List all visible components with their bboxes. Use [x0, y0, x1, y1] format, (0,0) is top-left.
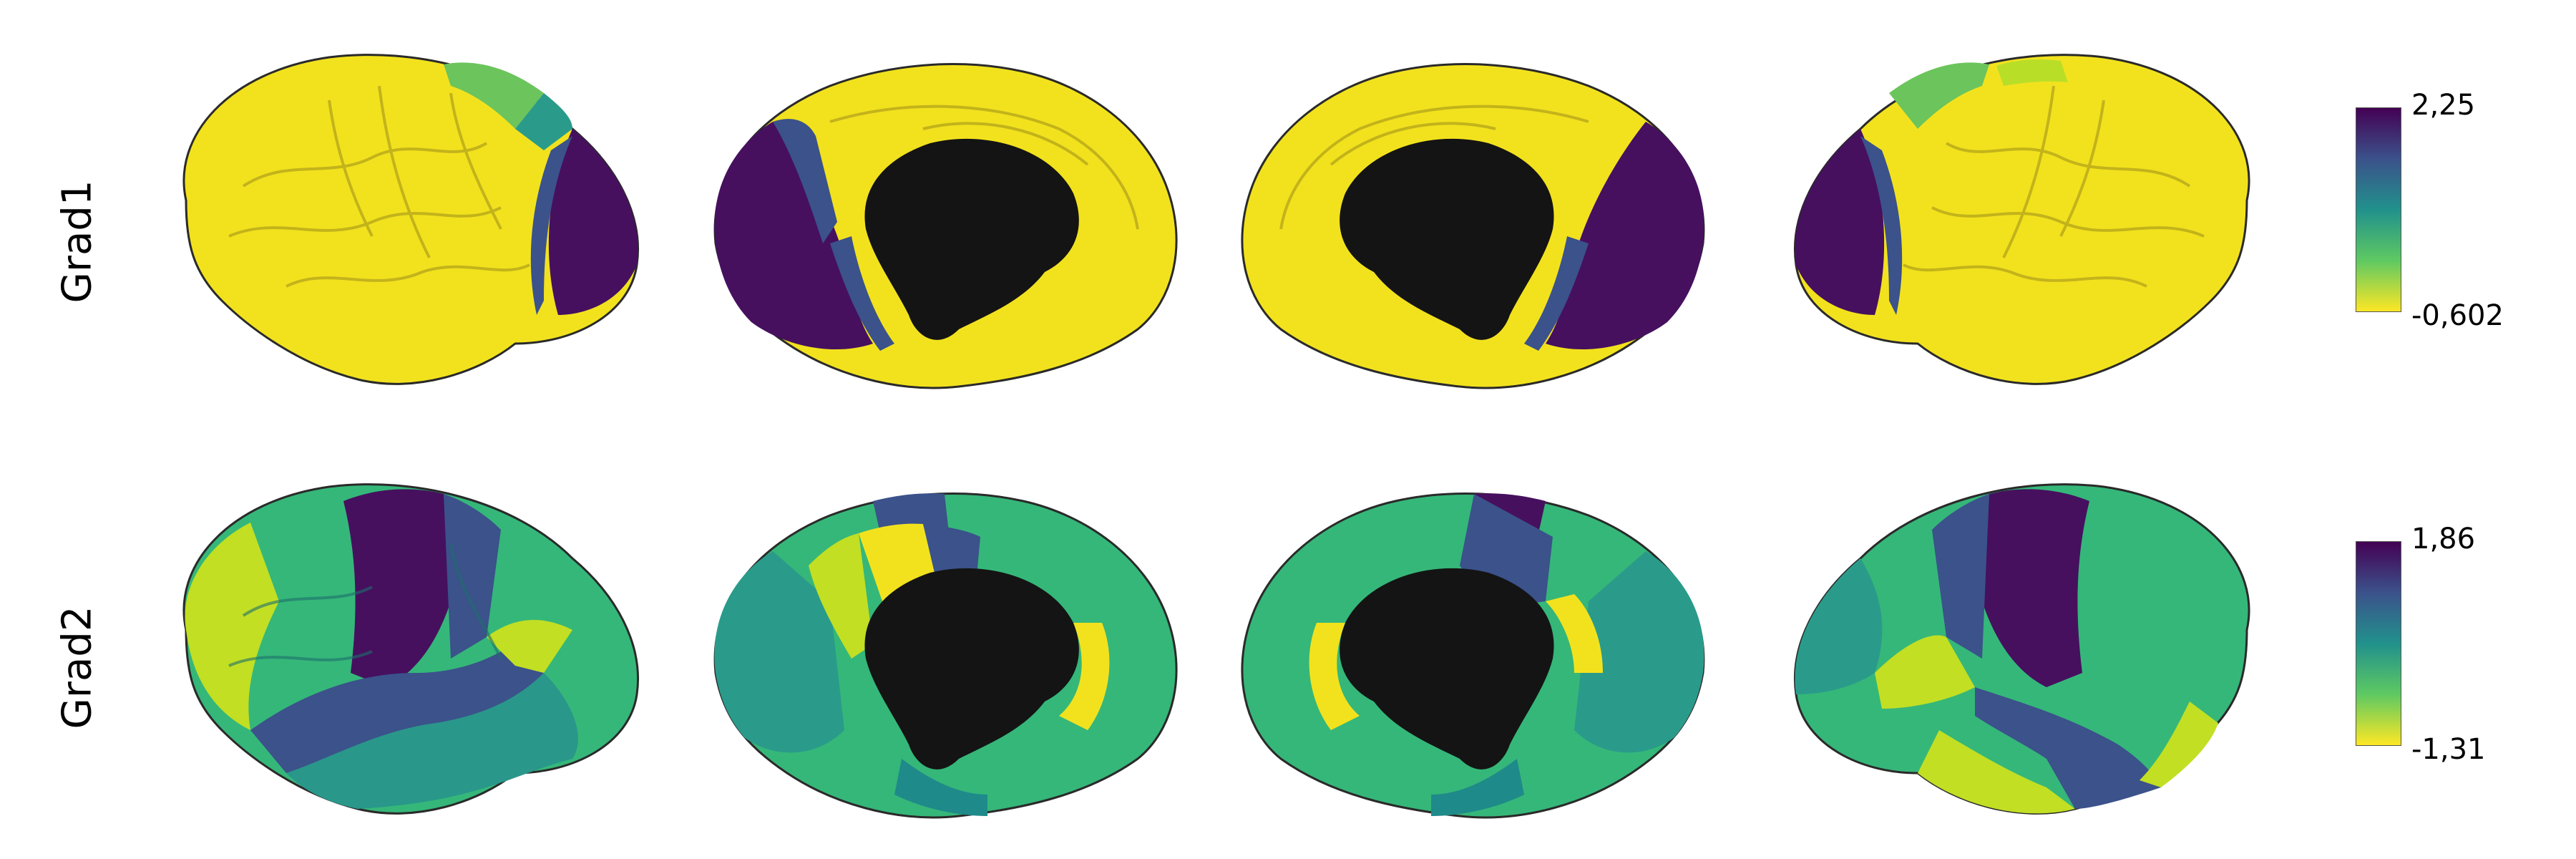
grad2-colorbar-max-label: 1,86 [2411, 523, 2476, 555]
grad2-colorbar-min-label: -1,31 [2411, 733, 2486, 766]
grad1-colorbar-max-label: 2,25 [2411, 89, 2476, 122]
grad1-colorbar-min-label: -0,602 [2411, 299, 2504, 332]
grad2-right-medial-brain [1241, 492, 1705, 819]
grad2-colorbar [2356, 541, 2401, 746]
row-label-grad2: Grad2 [54, 606, 101, 729]
grad1-colorbar [2356, 107, 2401, 312]
grad1-right-lateral-brain [1794, 54, 2250, 385]
grad2-left-medial-brain [713, 492, 1178, 819]
grad2-left-lateral-brain [182, 483, 639, 815]
grad1-right-medial-brain [1241, 63, 1705, 389]
grad1-left-medial-brain [713, 63, 1178, 389]
row-label-grad1: Grad1 [54, 180, 101, 304]
grad2-right-lateral-brain [1794, 483, 2250, 815]
grad1-left-lateral-brain [182, 54, 639, 385]
